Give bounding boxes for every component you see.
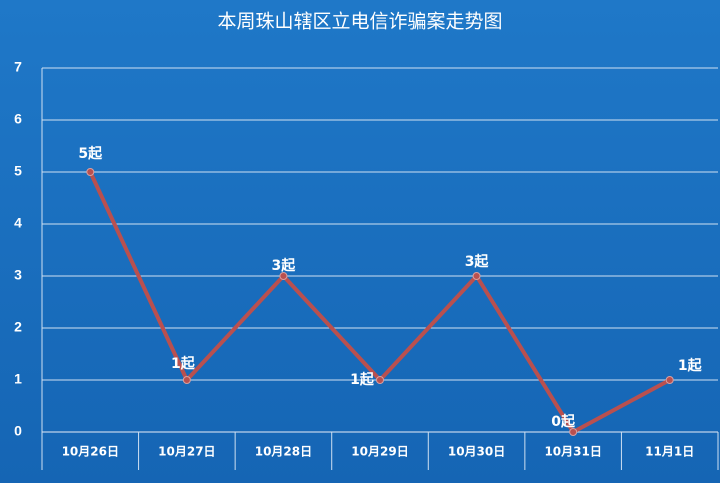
data-point — [376, 376, 384, 384]
x-tick-label: 11月1日 — [645, 445, 694, 459]
value-label: 0起 — [551, 413, 576, 430]
value-label: 3起 — [465, 253, 490, 270]
chart-title: 本周珠山辖区立电信诈骗案走势图 — [217, 11, 502, 33]
y-tick-label: 2 — [14, 319, 22, 335]
y-tick-label: 4 — [14, 215, 22, 231]
data-point — [279, 272, 288, 280]
value-label: 5起 — [78, 145, 103, 162]
y-tick-label: 3 — [14, 267, 22, 283]
x-tick-label: 10月30日 — [448, 445, 505, 459]
y-tick-label: 0 — [14, 423, 22, 439]
y-tick-label: 5 — [14, 163, 22, 179]
value-label: 1起 — [678, 357, 703, 374]
y-tick-label: 7 — [14, 59, 22, 75]
x-tick-label: 10月28日 — [255, 445, 312, 459]
data-point — [182, 376, 191, 384]
value-label: 1起 — [171, 355, 196, 372]
data-point — [86, 168, 95, 176]
data-point — [569, 428, 578, 436]
value-label: 1起 — [350, 371, 375, 388]
x-tick-label: 10月31日 — [544, 445, 601, 459]
x-tick-label: 10月26日 — [62, 445, 119, 459]
data-point — [665, 376, 674, 384]
y-tick-label: 1 — [14, 371, 22, 387]
data-point — [472, 272, 481, 280]
y-tick-label: 6 — [14, 111, 22, 127]
value-label: 3起 — [272, 257, 297, 274]
x-tick-label: 10月27日 — [158, 445, 215, 459]
x-tick-label: 10月29日 — [351, 445, 408, 459]
